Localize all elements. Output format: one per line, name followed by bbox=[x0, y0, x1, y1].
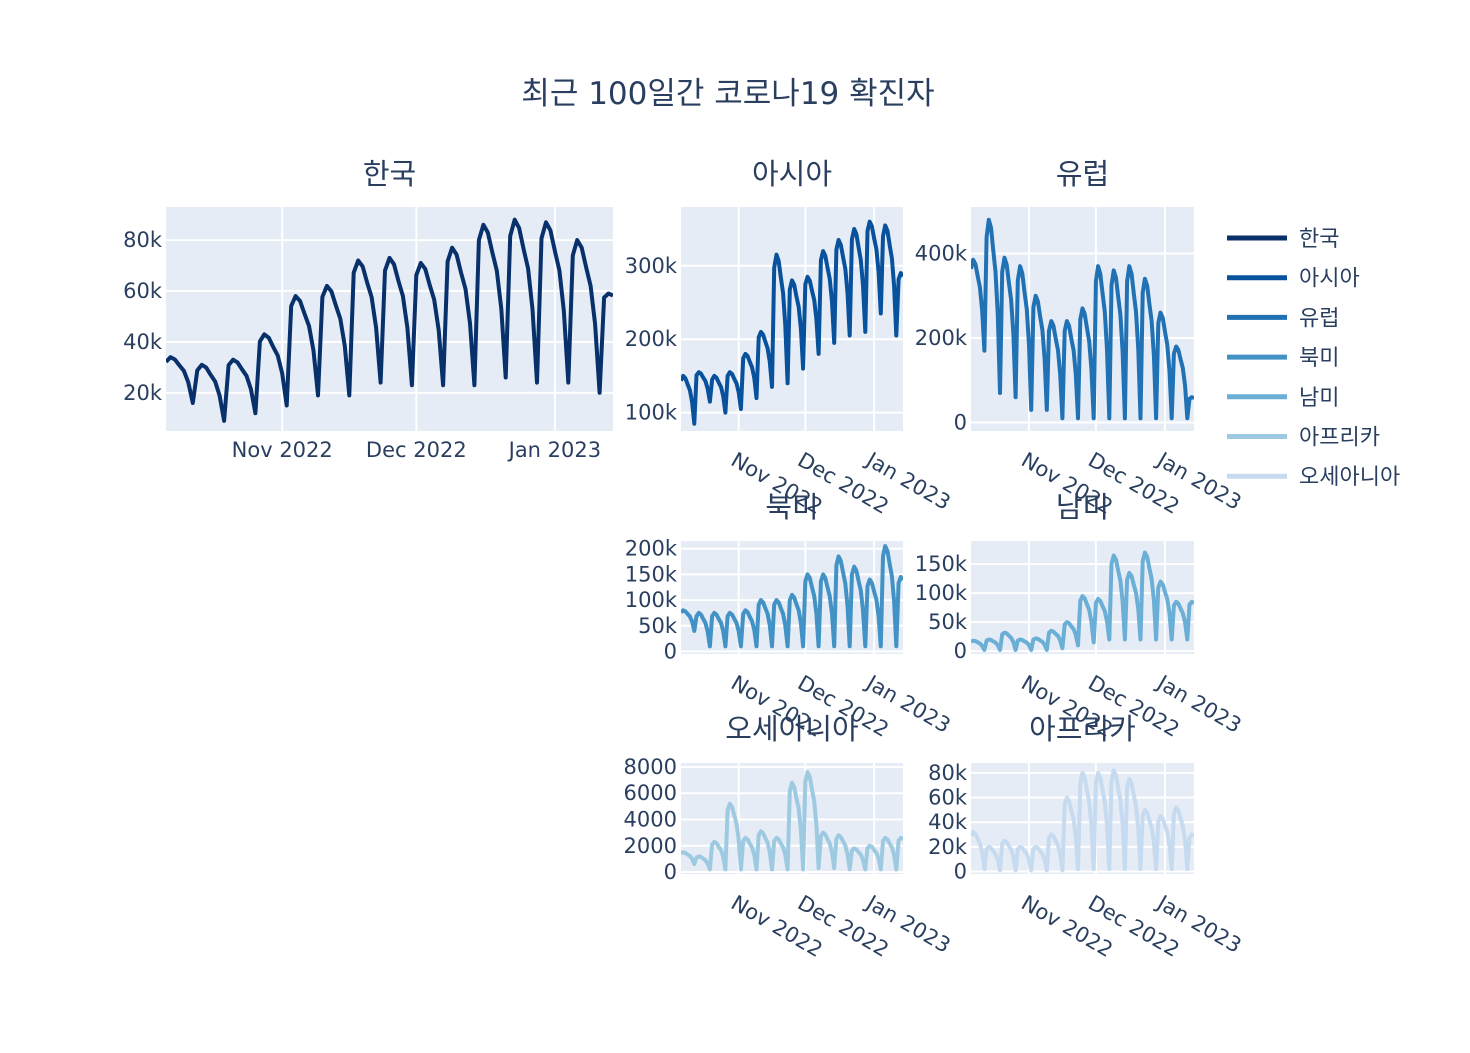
y-tick-label: 100k bbox=[915, 581, 968, 605]
y-tick-label: 0 bbox=[954, 411, 967, 435]
y-tick-label: 200k bbox=[625, 327, 678, 351]
x-tick-label: Jan 2023 bbox=[507, 438, 602, 462]
y-tick-label: 20k bbox=[928, 835, 968, 859]
y-tick-label: 80k bbox=[123, 228, 163, 252]
y-tick-label: 40k bbox=[123, 330, 163, 354]
subplot-title: 유럽 bbox=[1056, 157, 1109, 191]
y-tick-label: 400k bbox=[915, 241, 968, 265]
legend-item[interactable]: 한국 bbox=[1227, 227, 1339, 252]
series-line-korea bbox=[166, 217, 613, 423]
series-line-europe bbox=[971, 217, 1194, 421]
legend-item[interactable]: 북미 bbox=[1227, 346, 1339, 371]
series-line-south_america bbox=[971, 550, 1194, 652]
y-tick-label: 40k bbox=[928, 810, 968, 834]
legend-label: 북미 bbox=[1299, 346, 1339, 371]
y-tick-label: 100k bbox=[625, 401, 678, 425]
legend-item[interactable]: 오세아니아 bbox=[1227, 465, 1400, 490]
legend-item[interactable]: 아시아 bbox=[1227, 267, 1360, 292]
plot-area bbox=[681, 207, 903, 431]
subplot-title: 아시아 bbox=[752, 157, 832, 191]
legend-label: 유럽 bbox=[1299, 306, 1339, 331]
y-tick-label: 200k bbox=[625, 537, 678, 561]
y-tick-label: 8000 bbox=[624, 755, 677, 779]
y-tick-label: 0 bbox=[664, 860, 677, 884]
legend-label: 남미 bbox=[1299, 386, 1339, 411]
legend-label: 오세아니아 bbox=[1299, 465, 1400, 490]
subplot-title: 한국 bbox=[363, 157, 416, 191]
subplot-0: Nov 2022 Dec 2022 Jan 2023 20k 40k 60k 80k 한국 bbox=[123, 157, 613, 462]
legend-item[interactable]: 남미 bbox=[1227, 386, 1339, 411]
subplot-title: 오세아니아 bbox=[725, 712, 858, 746]
y-tick-label: 20k bbox=[123, 381, 163, 405]
y-tick-label: 50k bbox=[638, 614, 678, 638]
y-tick-label: 300k bbox=[625, 254, 678, 278]
y-tick-label: 150k bbox=[915, 552, 968, 576]
subplot-title: 남미 bbox=[1056, 490, 1109, 524]
legend-label: 아시아 bbox=[1299, 267, 1360, 292]
chart-title: 최근 100일간 코로나19 확진자 bbox=[521, 76, 934, 112]
subplot-title: 북미 bbox=[765, 490, 818, 524]
x-tick-label: Nov 2022 bbox=[232, 438, 333, 462]
y-tick-label: 100k bbox=[625, 588, 678, 612]
y-tick-label: 0 bbox=[954, 639, 967, 663]
x-tick-label: Dec 2022 bbox=[366, 438, 467, 462]
legend-item[interactable]: 아프리카 bbox=[1227, 426, 1380, 451]
legend-item[interactable]: 유럽 bbox=[1227, 306, 1339, 331]
series-line-oceania bbox=[971, 768, 1194, 873]
series-line-africa bbox=[681, 770, 903, 872]
y-tick-label: 60k bbox=[123, 279, 163, 303]
legend-label: 아프리카 bbox=[1299, 426, 1380, 451]
y-tick-label: 150k bbox=[625, 562, 678, 586]
y-tick-label: 0 bbox=[954, 860, 967, 884]
y-tick-label: 80k bbox=[928, 761, 968, 785]
series-line-north_america bbox=[681, 544, 903, 649]
y-tick-label: 200k bbox=[915, 326, 968, 350]
y-tick-label: 4000 bbox=[624, 807, 677, 831]
subplot-title: 아프리카 bbox=[1029, 712, 1136, 746]
series-line-asia bbox=[681, 219, 903, 426]
y-tick-label: 2000 bbox=[624, 834, 677, 858]
y-tick-label: 0 bbox=[664, 639, 677, 663]
y-tick-label: 50k bbox=[928, 610, 968, 634]
legend-label: 한국 bbox=[1299, 227, 1339, 252]
y-tick-label: 60k bbox=[928, 786, 968, 810]
y-tick-label: 6000 bbox=[624, 781, 677, 805]
subplots: Nov 2022 Dec 2022 Jan 202320k40k60k80k한국No… bbox=[123, 157, 1245, 962]
